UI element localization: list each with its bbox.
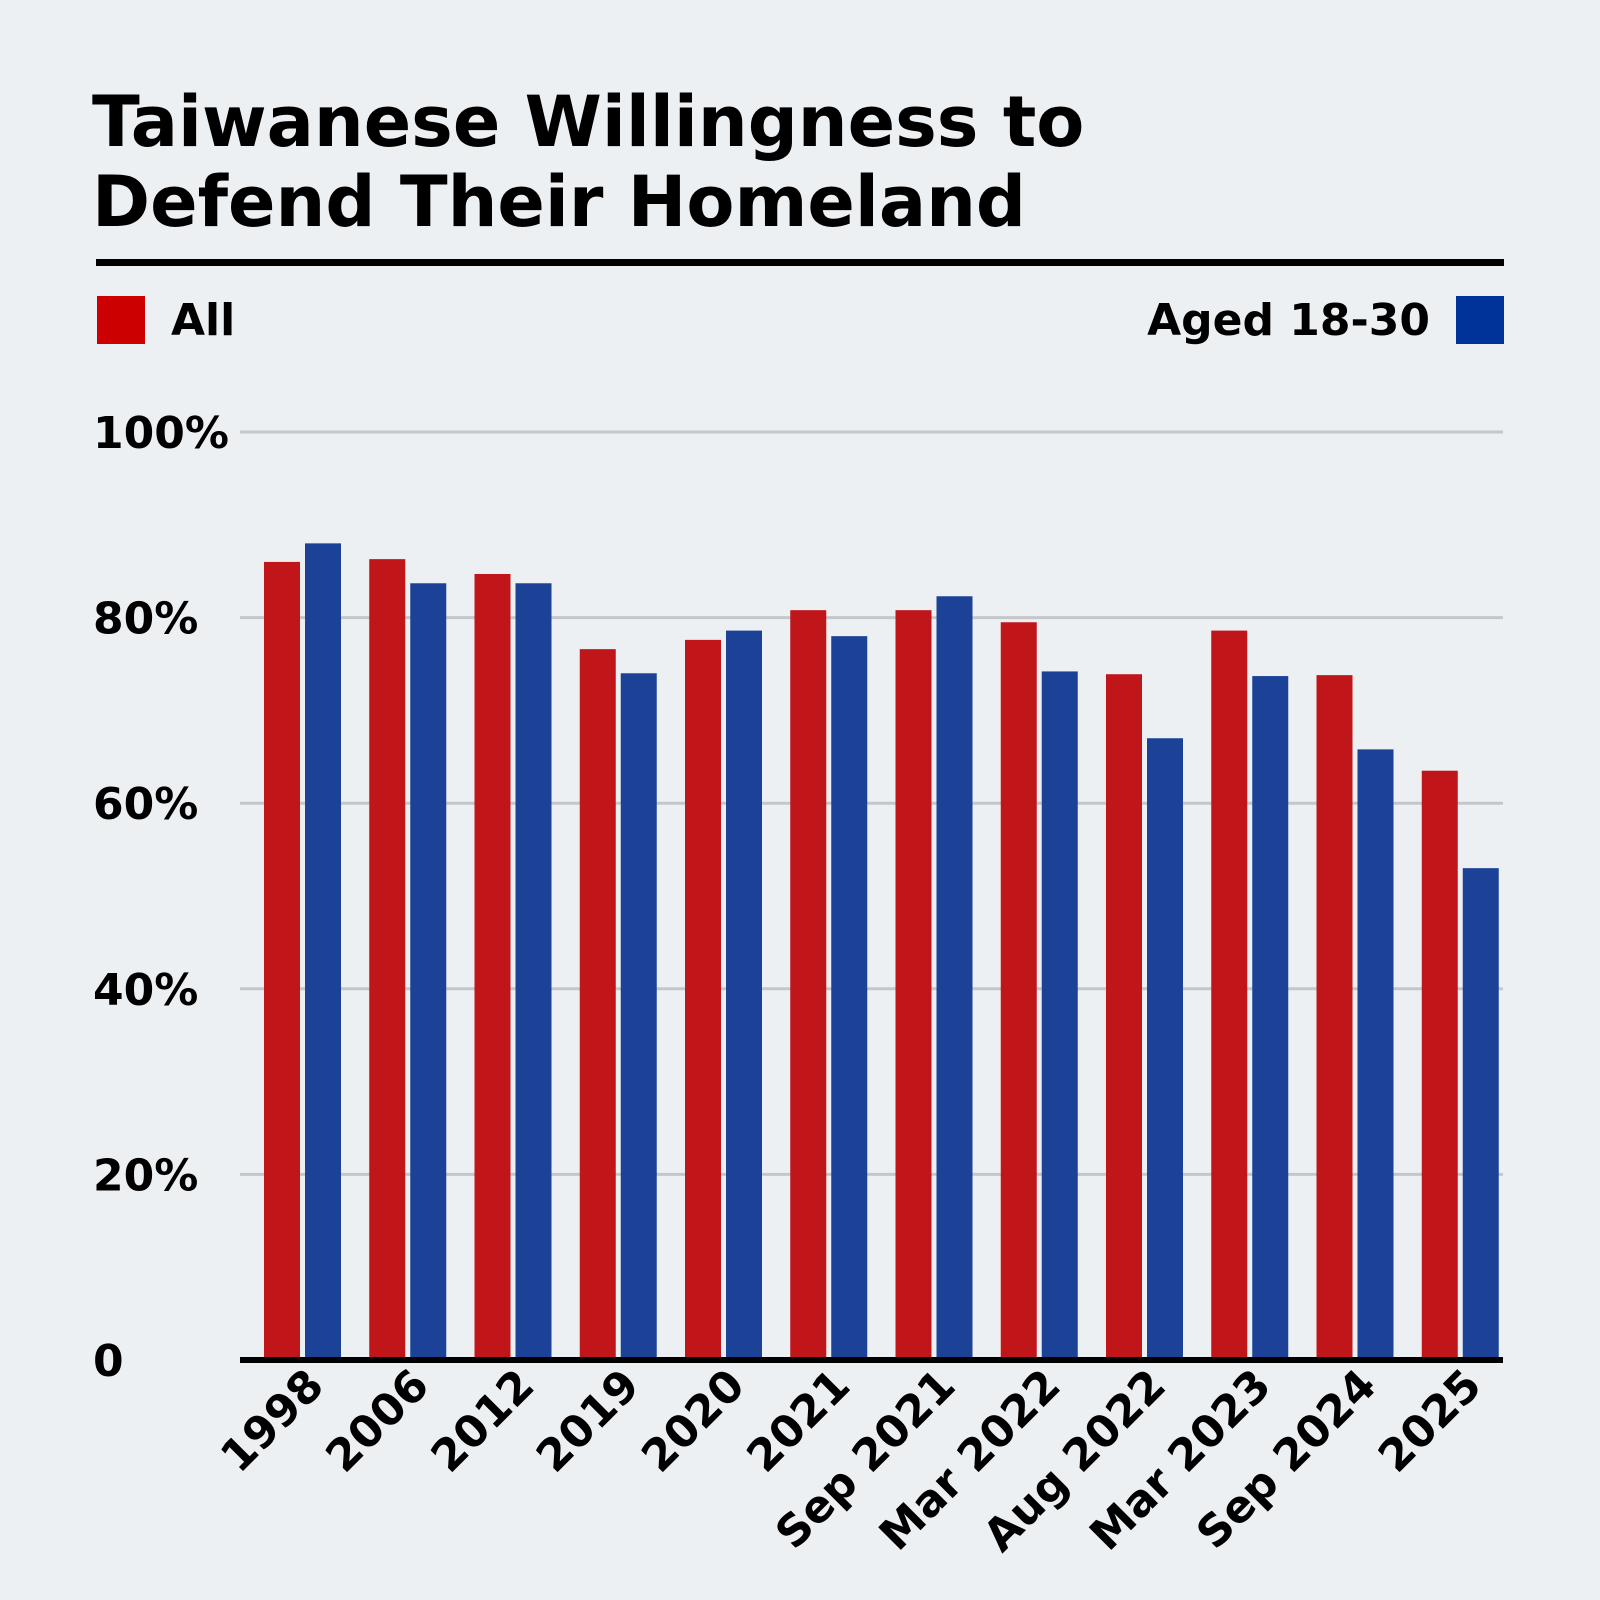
- chart-title-line-1: Taiwanese Willingness to: [92, 81, 1085, 163]
- bar-aged-18-30: [831, 636, 868, 1360]
- bar-aged-18-30: [1041, 671, 1078, 1360]
- bar-aged-18-30: [410, 583, 447, 1360]
- bar-aged-18-30: [515, 583, 552, 1360]
- bar-aged-18-30: [1252, 676, 1289, 1360]
- bar-all: [790, 610, 827, 1360]
- legend-swatch-all: [97, 296, 145, 344]
- bar-all: [264, 561, 300, 1360]
- chart-title-line-2: Defend Their Homeland: [92, 161, 1027, 243]
- bar-all: [685, 639, 721, 1360]
- legend-label-all: All: [171, 294, 236, 346]
- bar-aged-18-30: [1147, 738, 1183, 1360]
- x-tick-label: 2019: [527, 1360, 650, 1483]
- y-tick-label: 80%: [93, 594, 198, 645]
- title-divider: [96, 259, 1504, 266]
- bar-all: [1211, 630, 1248, 1360]
- bar-aged-18-30: [1462, 868, 1499, 1360]
- legend-item-aged-18-30: Aged 18-30: [1147, 294, 1504, 346]
- x-tick-label: 2025: [1369, 1360, 1492, 1483]
- bar-all: [474, 573, 511, 1360]
- bar-aged-18-30: [936, 596, 973, 1360]
- y-tick-label: 40%: [93, 965, 198, 1016]
- bar-all: [1421, 770, 1458, 1360]
- legend-item-all: All: [97, 294, 236, 346]
- y-tick-label: 20%: [93, 1150, 198, 1201]
- bar-all: [1106, 674, 1142, 1360]
- legend-label-aged-18-30: Aged 18-30: [1147, 294, 1430, 346]
- y-tick-label: 60%: [93, 779, 198, 830]
- bar-all: [369, 559, 406, 1360]
- bar-aged-18-30: [726, 630, 762, 1360]
- legend-swatch-aged-18-30: [1456, 296, 1504, 344]
- x-tick-label: 2012: [422, 1360, 545, 1483]
- bar-all: [895, 610, 932, 1360]
- x-tick-label: 1998: [211, 1360, 334, 1483]
- x-tick-label: 2020: [632, 1360, 755, 1483]
- bar-all: [1000, 622, 1037, 1360]
- y-tick-label: 0: [93, 1336, 124, 1387]
- x-tick-label: 2006: [316, 1360, 439, 1483]
- chart-title: Taiwanese Willingness to Defend Their Ho…: [92, 82, 1192, 242]
- bar-aged-18-30: [620, 673, 657, 1360]
- bar-aged-18-30: [1357, 749, 1394, 1360]
- bar-all: [1316, 675, 1353, 1360]
- bar-all: [579, 649, 616, 1360]
- bar-aged-18-30: [305, 543, 341, 1360]
- y-tick-label: 100%: [93, 408, 229, 459]
